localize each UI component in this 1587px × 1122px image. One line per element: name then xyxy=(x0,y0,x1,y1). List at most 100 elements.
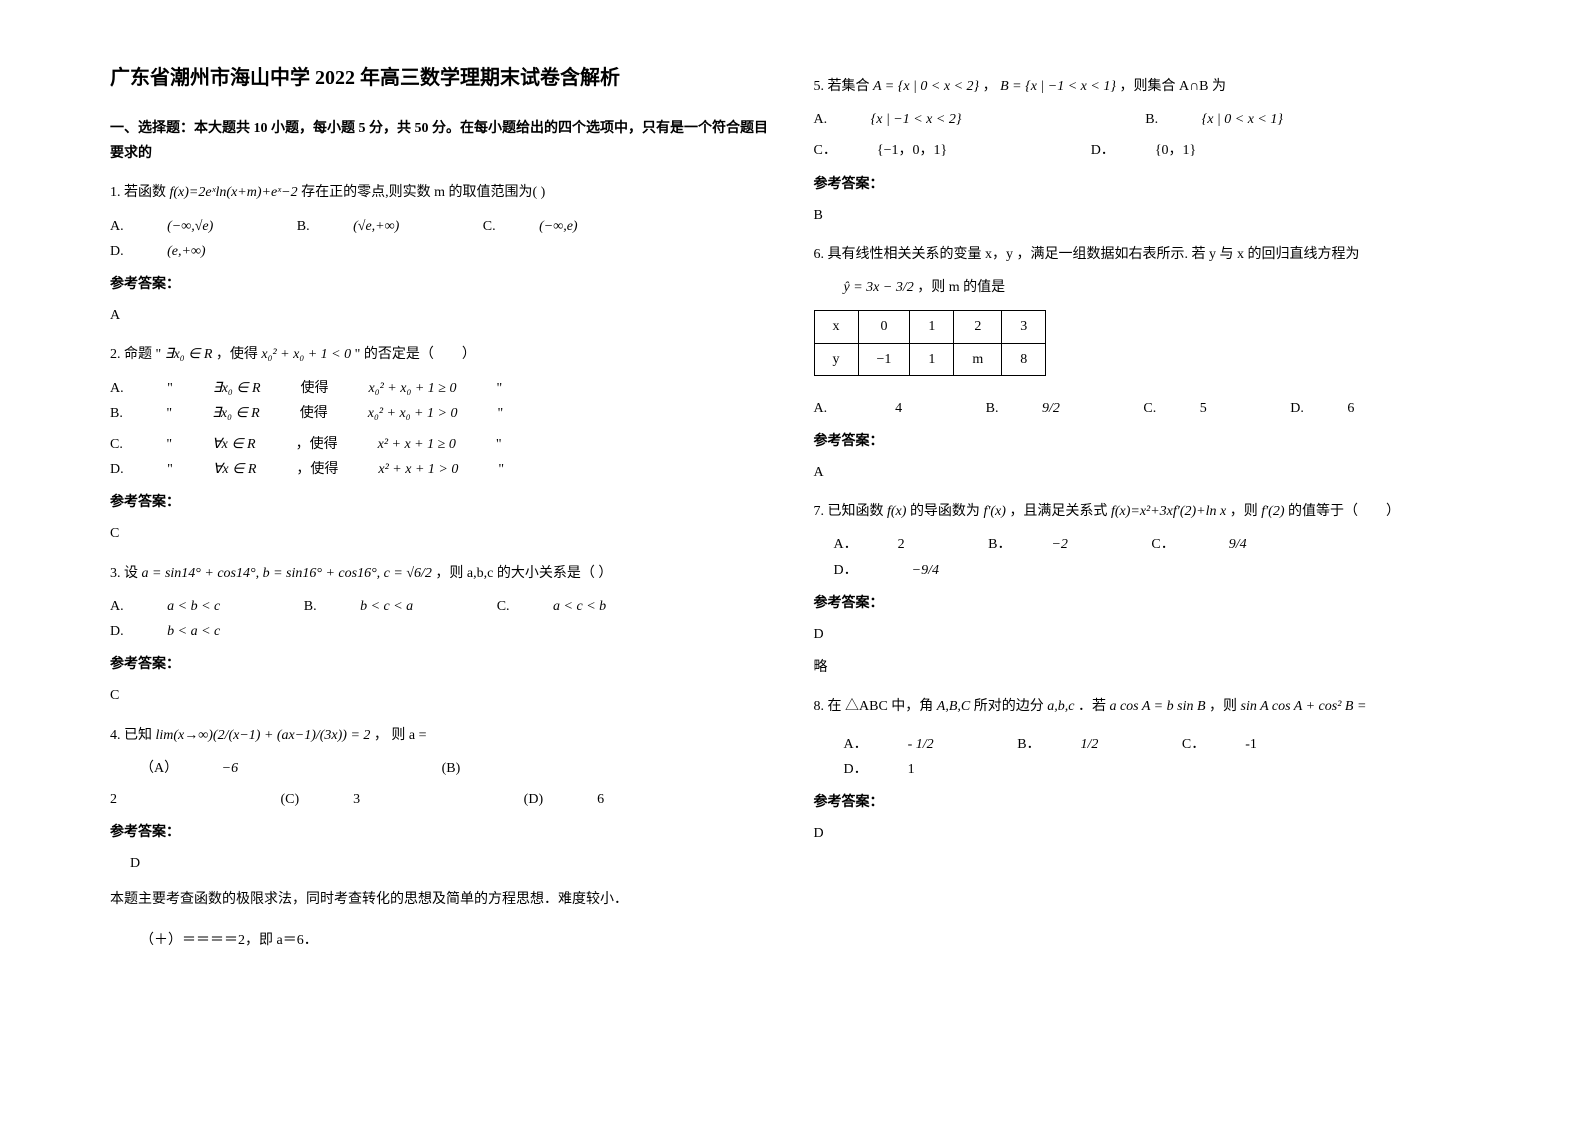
q7-options: A．2 B．−2 C． 9/4 D． −9/4 xyxy=(834,532,1478,582)
table-cell: 0 xyxy=(858,311,910,343)
q5-optD: {0，1} xyxy=(1155,138,1196,163)
q7-prefix: 7. 已知函数 xyxy=(814,504,884,519)
q1-prefix: 1. 若函数 xyxy=(110,185,166,200)
q2-optC-post: " xyxy=(496,432,502,457)
q4-optA-label: （A） xyxy=(140,756,178,781)
q4-options-2: 2 (C) 3 (D) 6 xyxy=(110,787,774,812)
q2-optD-mid: ，使得 xyxy=(296,457,338,482)
q4-optD-label: (D) xyxy=(524,787,543,812)
q6-text: 6. 具有线性相关关系的变量 x，y ，满足一组数据如右表所示. 若 y 与 x… xyxy=(814,247,1360,262)
q6-optC: 5 xyxy=(1200,396,1207,421)
document-title: 广东省潮州市海山中学 2022 年高三数学理期末试卷含解析 xyxy=(110,60,774,96)
q8-optB-label: B． xyxy=(1017,732,1040,757)
q3-optC-label: C. xyxy=(497,594,510,619)
table-cell: 2 xyxy=(954,311,1002,343)
q2-options-row2: C. "∀x ∈ R，使得x² + x + 1 ≥ 0" D. "∀x ∈ R，… xyxy=(110,432,774,482)
question-1: 1. 若函数 f(x)=2eˣln(x+m)+eˣ−2 存在正的零点,则实数 m… xyxy=(110,180,774,205)
q8-optD: 1 xyxy=(908,757,915,782)
q8-optD-label: D． xyxy=(844,757,868,782)
q2-optC-mid: ，使得 xyxy=(296,432,338,457)
q2-optA-f2: x₀² + x₀ + 1 ≥ 0 xyxy=(369,376,457,401)
q2-prefix: 2. 命题 " xyxy=(110,347,161,362)
q1-suffix: 存在正的零点,则实数 m 的取值范围为( ) xyxy=(301,185,545,200)
q1-optC: (−∞,e) xyxy=(539,214,577,239)
question-6: 6. 具有线性相关关系的变量 x，y ，满足一组数据如右表所示. 若 y 与 x… xyxy=(814,242,1478,267)
q2-optA-f1: ∃x₀ ∈ R xyxy=(213,376,261,401)
q5-options-row2: C．{−1，0，1} D．{0，1} xyxy=(814,138,1478,163)
q6-optA-label: A. xyxy=(814,396,828,421)
q8-optB: 1/2 xyxy=(1081,732,1099,757)
q3-optB: b < c < a xyxy=(360,594,413,619)
q3-answer-label: 参考答案： xyxy=(110,652,774,677)
q2-optB-mid: 使得 xyxy=(300,401,328,426)
q5-optC-label: C． xyxy=(814,138,837,163)
q3-options: A. a < b < c B. b < c < a C. a < c < b D… xyxy=(110,594,774,644)
q5-suffix: ，则集合 A∩B 为 xyxy=(1119,79,1226,94)
q2-mid: ，使得 xyxy=(216,347,258,362)
table-row: y −1 1 m 8 xyxy=(814,343,1046,375)
q2-optA-mid: 使得 xyxy=(301,376,329,401)
q8-f1: A,B,C xyxy=(937,699,970,714)
q7-answer-label: 参考答案： xyxy=(814,591,1478,616)
q5-optA: {x | −1 < x < 2} xyxy=(871,107,962,132)
right-column: 5. 若集合 A = {x | 0 < x < 2} ， B = {x | −1… xyxy=(794,60,1498,1082)
q6-optB-label: B. xyxy=(986,396,999,421)
q6-optB: 9/2 xyxy=(1042,396,1060,421)
q6-options: A. 4 B. 9/2 C. 5 D. 6 xyxy=(814,396,1478,421)
left-column: 广东省潮州市海山中学 2022 年高三数学理期末试卷含解析 一、选择题：本大题共… xyxy=(90,60,794,1082)
q8-answer-label: 参考答案： xyxy=(814,790,1478,815)
q7-optA-label: A． xyxy=(834,532,858,557)
q7-f2: f′(x) xyxy=(983,504,1006,519)
q8-mid3: ，则 xyxy=(1209,699,1237,714)
table-row: x 0 1 2 3 xyxy=(814,311,1046,343)
q7-mid2: ，且满足关系式 xyxy=(1009,504,1107,519)
q8-prefix: 8. 在 △ABC 中，角 xyxy=(814,699,934,714)
q4-optD: 6 xyxy=(597,787,604,812)
table-cell: x xyxy=(814,311,858,343)
q7-optD: −9/4 xyxy=(912,558,939,583)
q6-suffix: ，则 m 的值是 xyxy=(917,280,1005,295)
q4-explain1: 本题主要考查函数的极限求法，同时考查转化的思想及简单的方程思想．难度较小． xyxy=(110,887,774,912)
q1-optA: (−∞,√e) xyxy=(167,214,213,239)
q7-suffix: 的值等于（ ） xyxy=(1288,504,1400,519)
q1-options: A. (−∞,√e) B. (√e,+∞) C. (−∞,e) D. (e,+∞… xyxy=(110,214,774,264)
q4-optB: 2 xyxy=(110,787,117,812)
q1-answer: A xyxy=(110,303,774,328)
q3-optA-label: A. xyxy=(110,594,124,619)
q4-options: （A） −6 (B) xyxy=(110,756,774,781)
q3-answer: C xyxy=(110,683,774,708)
q2-optB-f2: x₀² + x₀ + 1 > 0 xyxy=(368,401,458,426)
table-cell: 3 xyxy=(1002,311,1046,343)
q1-optC-label: C. xyxy=(483,214,496,239)
q4-optC: 3 xyxy=(353,787,360,812)
q6-answer: A xyxy=(814,460,1478,485)
q5-optC: {−1，0，1} xyxy=(877,138,947,163)
q2-optB-post: " xyxy=(497,401,503,426)
q6-table: x 0 1 2 3 y −1 1 m 8 xyxy=(814,310,1047,375)
q8-answer: D xyxy=(814,821,1478,846)
q8-optA-label: A． xyxy=(844,732,868,757)
q6-answer-label: 参考答案： xyxy=(814,429,1478,454)
q7-explain: 略 xyxy=(814,655,1478,680)
question-7: 7. 已知函数 f(x) 的导函数为 f′(x) ，且满足关系式 f(x)=x²… xyxy=(814,499,1478,524)
q7-mid3: ，则 xyxy=(1230,504,1258,519)
q7-optB-label: B． xyxy=(988,532,1011,557)
q5-optA-label: A. xyxy=(814,107,828,132)
q2-optC-label: C. xyxy=(110,432,123,457)
q6-optD: 6 xyxy=(1347,396,1354,421)
q6-optD-label: D. xyxy=(1290,396,1304,421)
q1-optA-label: A. xyxy=(110,214,124,239)
q5-prefix: 5. 若集合 xyxy=(814,79,870,94)
q2-answer: C xyxy=(110,521,774,546)
q3-optB-label: B. xyxy=(304,594,317,619)
q3-optC: a < c < b xyxy=(553,594,606,619)
q8-optC: -1 xyxy=(1245,732,1257,757)
table-cell: y xyxy=(814,343,858,375)
q4-answer-label: 参考答案： xyxy=(110,820,774,845)
q7-optD-label: D． xyxy=(834,558,858,583)
q1-optD: (e,+∞) xyxy=(167,239,205,264)
q5-optB-label: B. xyxy=(1145,107,1158,132)
table-cell: 1 xyxy=(910,343,954,375)
q1-optD-label: D. xyxy=(110,239,124,264)
q1-optB-label: B. xyxy=(297,214,310,239)
